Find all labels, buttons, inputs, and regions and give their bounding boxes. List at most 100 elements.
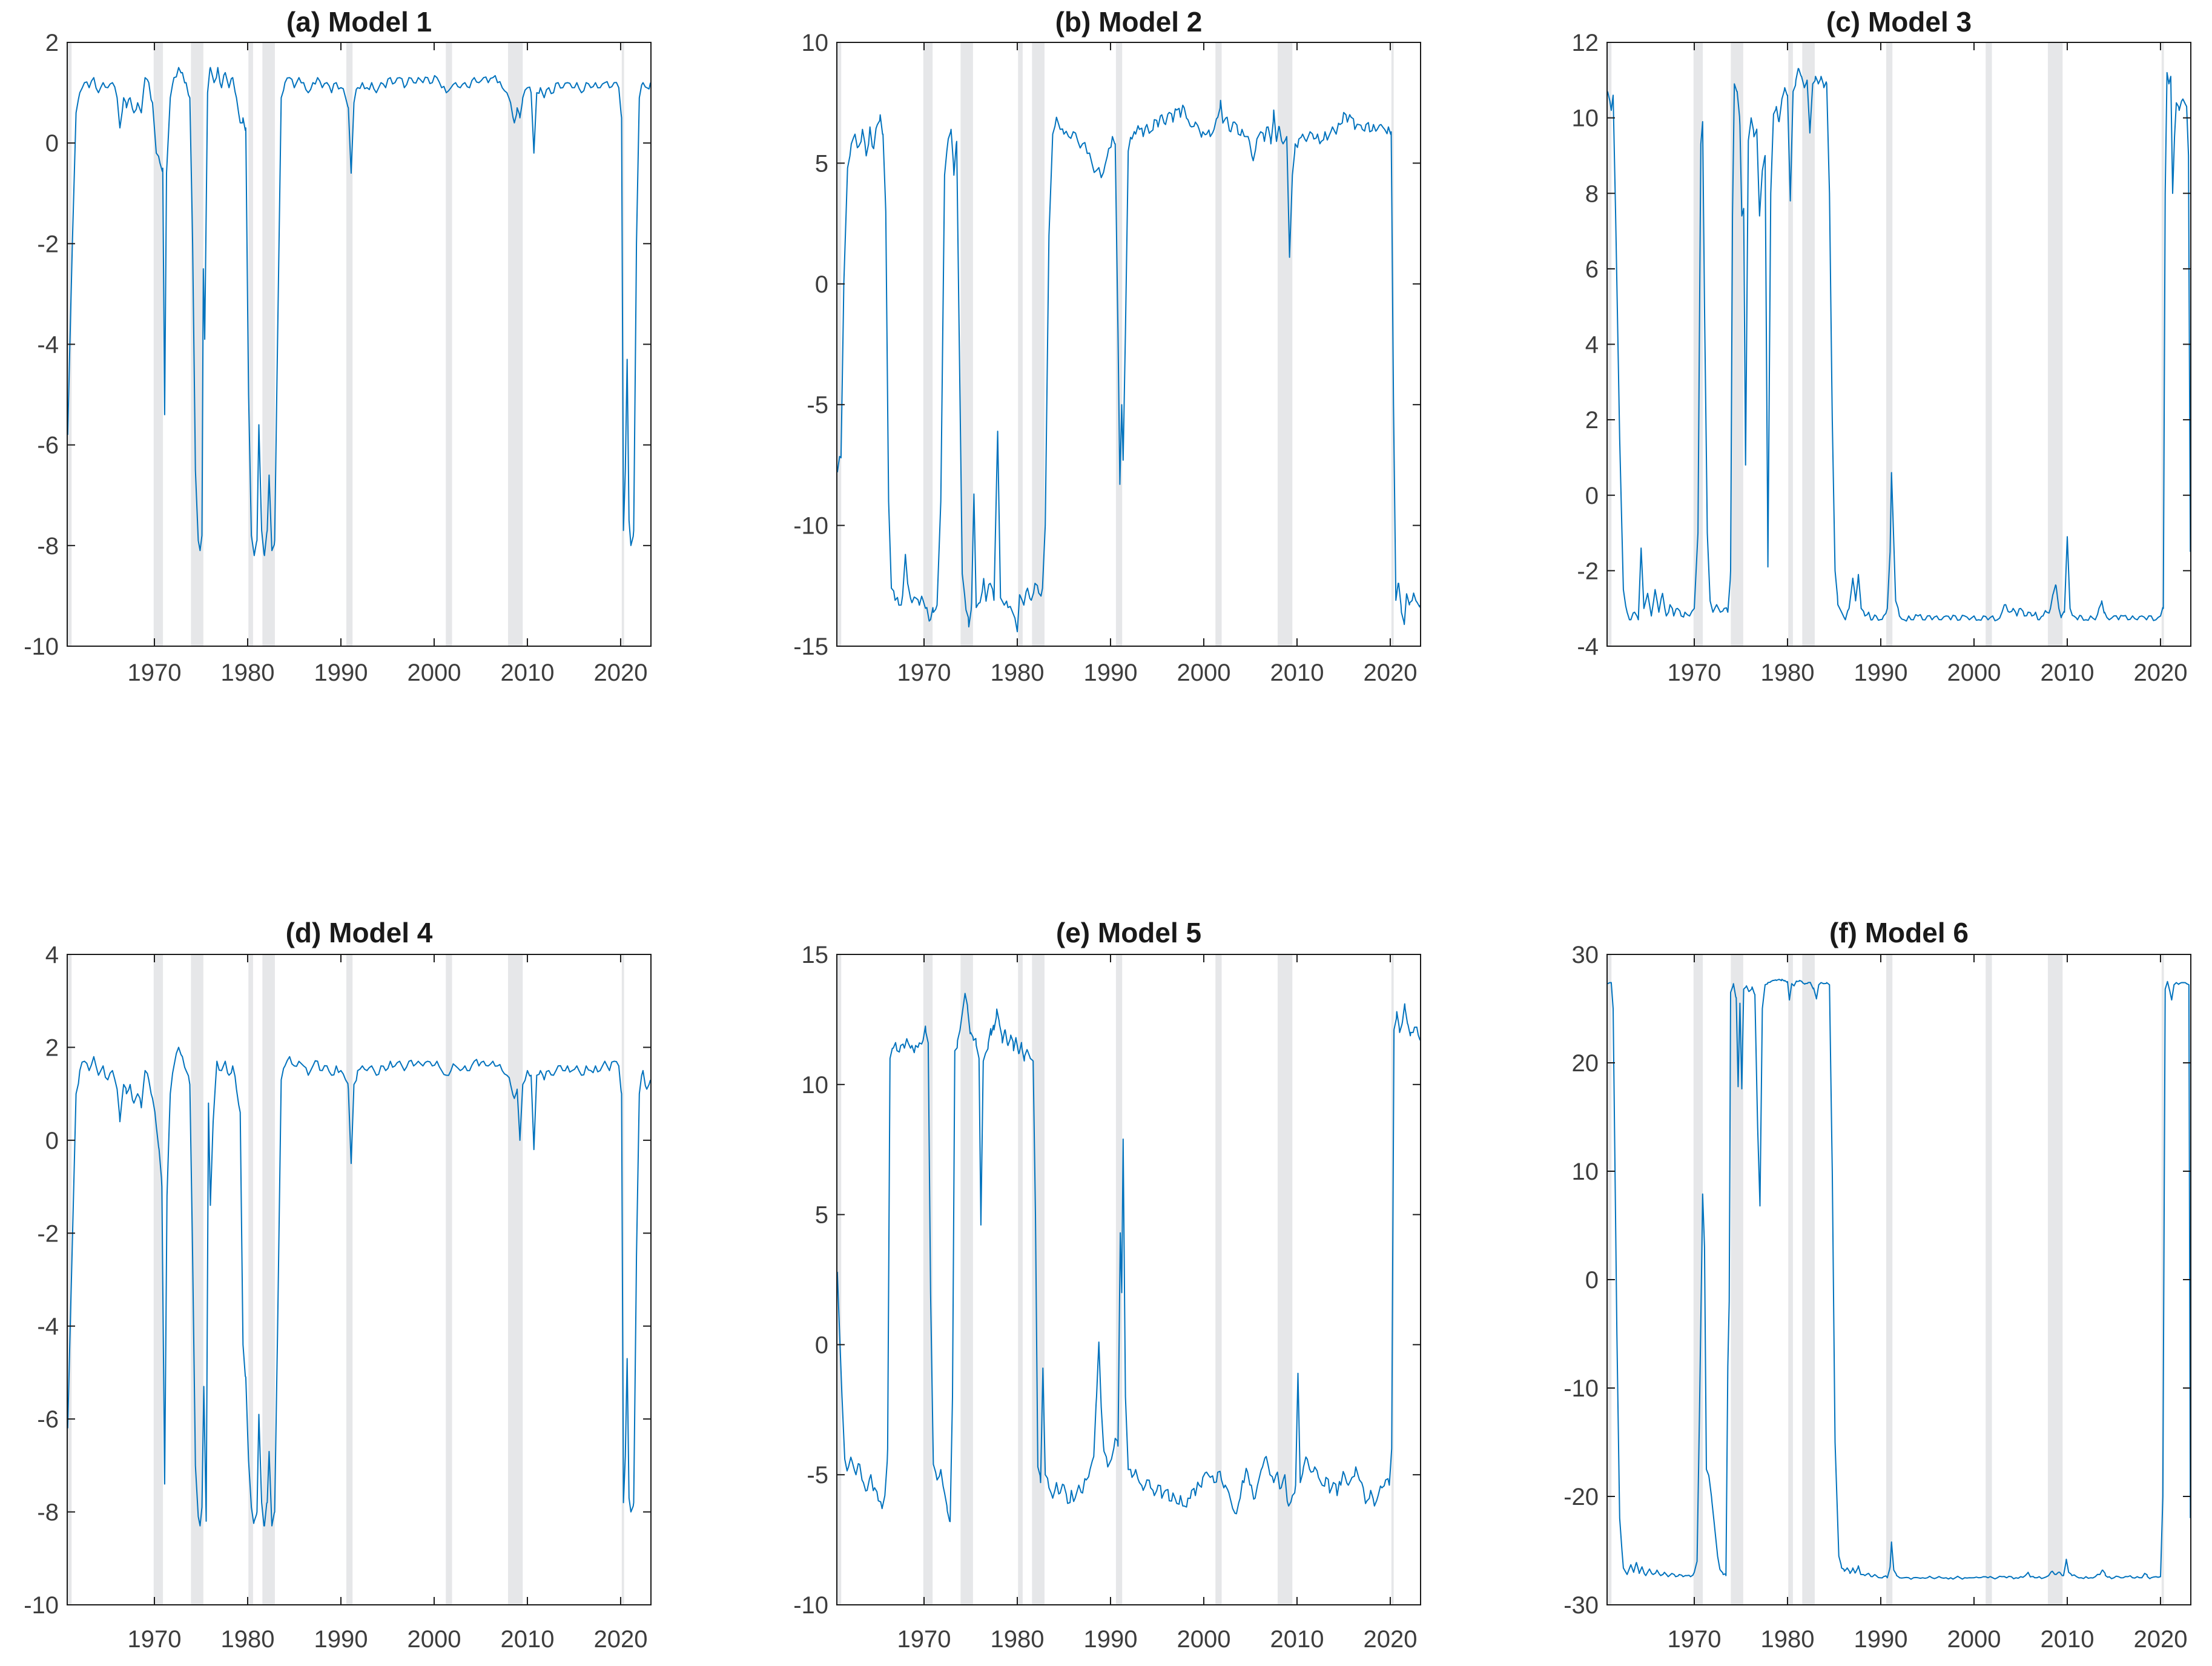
chart-panel-model-1: 1970 1980 1990 2000 2010 2020 -10 -8 -6 -4 -2 0 2 (a)… <box>0 0 737 833</box>
panel-title: (c) Model 3 <box>1826 6 1972 38</box>
recession-band <box>1215 42 1222 646</box>
panel-title: (b) Model 2 <box>1055 6 1203 38</box>
recession-band <box>960 42 973 646</box>
recession-band <box>507 954 523 1605</box>
y-tick-label: -20 <box>1563 1484 1599 1510</box>
recession-band <box>262 42 275 646</box>
chart-panel-model-4: 1970 1980 1990 2000 2010 2020 -10 -8 -6 -4 -2 0 2 4 (d… <box>0 833 737 1666</box>
y-tick-label: 10 <box>1572 105 1599 132</box>
y-tick-label: -4 <box>37 1314 59 1340</box>
recession-band <box>346 954 353 1605</box>
x-tick-label: 2000 <box>1947 659 2001 686</box>
y-tick-label: -10 <box>24 633 59 660</box>
x-tick-label: 2000 <box>1177 1626 1230 1653</box>
series-line <box>837 993 1421 1522</box>
recession-band <box>1788 42 1793 646</box>
y-tick-label: 0 <box>815 271 828 298</box>
y-tick-label: -10 <box>793 1592 828 1619</box>
y-tick-label: 2 <box>45 1034 59 1061</box>
x-tick-label: 2020 <box>1363 1626 1417 1653</box>
y-tick-label: 2 <box>45 30 59 56</box>
y-tick-label: -10 <box>793 513 828 540</box>
recession-band <box>507 42 523 646</box>
recession-band <box>837 42 842 646</box>
panel-title: (d) Model 4 <box>286 917 433 948</box>
y-tick-label: 5 <box>815 1202 828 1229</box>
y-tick-label: 0 <box>45 1128 59 1154</box>
x-tick-label: 2000 <box>407 1626 461 1653</box>
y-tick-label: 20 <box>1572 1050 1599 1077</box>
x-tick-label: 2010 <box>1270 1626 1324 1653</box>
y-tick-label: 15 <box>802 942 829 968</box>
x-tick-label: 2010 <box>500 659 554 686</box>
chart-svg: 1970 1980 1990 2000 2010 2020 -30 -20 -10 0 10 20 30… <box>1563 917 2191 1653</box>
recession-band <box>1277 954 1293 1605</box>
chart-panel-model-6: 1970 1980 1990 2000 2010 2020 -30 -20 -10 0 10 20 30… <box>1475 833 2212 1666</box>
y-tick-label: -15 <box>793 633 828 660</box>
x-tick-label: 1970 <box>127 1626 181 1653</box>
x-tick-label: 2020 <box>1363 659 1417 686</box>
chart-svg: 1970 1980 1990 2000 2010 2020 -10 -5 0 5 10 15 (e) M… <box>793 917 1421 1653</box>
recession-band <box>923 42 933 646</box>
recession-band <box>1886 42 1893 646</box>
recession-band <box>153 954 163 1605</box>
plot-frame <box>836 954 1421 1605</box>
recession-band <box>248 42 253 646</box>
x-tick-label: 1980 <box>220 1626 274 1653</box>
y-tick-label: -4 <box>37 332 59 359</box>
recession-band <box>1802 954 1815 1605</box>
x-tick-label: 2010 <box>2040 659 2094 686</box>
x-tick-label: 2020 <box>2133 659 2187 686</box>
chart-panel-model-5: 1970 1980 1990 2000 2010 2020 -10 -5 0 5 10 15 (e) M… <box>738 833 1474 1666</box>
recession-band <box>2047 954 2063 1605</box>
x-tick-label: 1970 <box>897 659 951 686</box>
x-tick-label: 2020 <box>593 659 647 686</box>
recession-band <box>1693 954 1703 1605</box>
recession-band <box>2047 42 2063 646</box>
recession-band <box>191 954 203 1605</box>
chart-svg: 1970 1980 1990 2000 2010 2020 -15 -10 -5 0 5 10 (b) … <box>793 6 1421 686</box>
series-line <box>1607 979 2191 1580</box>
y-tick-label: 12 <box>1572 30 1599 56</box>
y-tick-label: 10 <box>802 30 829 56</box>
x-tick-label: 1980 <box>1760 659 1814 686</box>
x-tick-label: 2020 <box>2133 1626 2187 1653</box>
y-tick-label: 0 <box>45 130 59 157</box>
x-tick-label: 1970 <box>127 659 181 686</box>
recession-band <box>1018 954 1023 1605</box>
x-tick-label: 1990 <box>1083 1626 1137 1653</box>
recession-band <box>262 954 275 1605</box>
y-tick-label: -6 <box>37 432 59 459</box>
y-tick-label: -2 <box>37 231 59 257</box>
recession-band <box>2161 42 2164 646</box>
y-tick-label: -2 <box>37 1220 59 1247</box>
recession-band <box>1788 954 1793 1605</box>
y-tick-label: 5 <box>815 150 828 177</box>
x-tick-label: 1990 <box>314 659 368 686</box>
recession-band <box>960 954 973 1605</box>
panel-title: (a) Model 1 <box>286 6 432 38</box>
x-tick-label: 1980 <box>220 659 274 686</box>
recession-band <box>1115 954 1123 1605</box>
y-tick-label: 0 <box>1585 1267 1599 1294</box>
recession-band <box>446 42 452 646</box>
y-tick-label: -2 <box>1577 558 1599 584</box>
x-tick-label: 1980 <box>990 659 1044 686</box>
x-tick-label: 1990 <box>1083 659 1137 686</box>
x-tick-label: 2010 <box>2040 1626 2094 1653</box>
recession-band <box>1731 42 1743 646</box>
y-tick-label: -10 <box>24 1592 59 1619</box>
recession-band <box>1115 42 1123 646</box>
recession-band <box>2161 954 2164 1605</box>
x-tick-label: 1990 <box>1854 659 1907 686</box>
series-line <box>837 99 1421 633</box>
y-tick-label: 2 <box>1585 407 1599 434</box>
recession-band <box>1886 954 1893 1605</box>
x-tick-label: 2000 <box>407 659 461 686</box>
y-tick-label: 0 <box>1585 483 1599 509</box>
recession-band <box>248 954 253 1605</box>
y-tick-label: 6 <box>1585 256 1599 283</box>
recession-band <box>1032 954 1045 1605</box>
recession-band <box>1802 42 1815 646</box>
y-tick-label: -5 <box>807 392 828 418</box>
